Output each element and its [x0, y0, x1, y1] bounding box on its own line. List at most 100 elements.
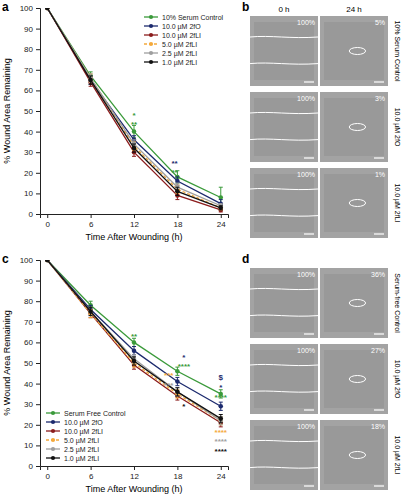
- series-line: [47, 8, 221, 208]
- y-tick-label: 100: [20, 256, 34, 265]
- error-bar: [175, 390, 179, 398]
- y-tick-label: 100: [20, 4, 34, 13]
- scale-bar: [374, 81, 384, 82]
- significance-annotation: ***: [164, 381, 174, 390]
- column-header: 0 h: [278, 5, 289, 14]
- y-tick-label: 90: [24, 277, 33, 286]
- micrograph-image: [250, 344, 318, 414]
- micrograph: 100%: [250, 420, 318, 490]
- micrograph: 100%: [250, 344, 318, 414]
- x-axis-title: Time After Wounding (h): [85, 232, 182, 242]
- legend-item: 10% Serum Control: [144, 14, 224, 21]
- y-tick-label: 40: [24, 128, 33, 137]
- scale-bar: [374, 409, 384, 410]
- error-bar: [219, 206, 223, 210]
- point: [219, 206, 224, 211]
- significance-annotation: *: [182, 353, 186, 362]
- data-marks: [45, 8, 223, 212]
- wound-edge: [250, 391, 318, 392]
- micrograph-image: [250, 16, 318, 86]
- remaining-area-label: 100%: [297, 423, 315, 430]
- remaining-area-label: 27%: [371, 347, 385, 354]
- significance-annotation: *: [182, 402, 186, 411]
- point: [45, 8, 50, 10]
- y-tick: 60: [24, 86, 40, 95]
- y-tick-mark: [36, 70, 40, 71]
- legend-marker: [51, 438, 55, 442]
- micrograph-texture: [324, 426, 384, 484]
- micrograph: 18%: [320, 420, 388, 490]
- x-tick: 24: [217, 466, 226, 481]
- panel-label: a: [2, 0, 9, 14]
- y-axis: 0102030405060708090100: [20, 256, 41, 471]
- scale-bar: [304, 485, 314, 486]
- x-tick-label: 12: [130, 220, 139, 229]
- x-tick-label: 0: [46, 220, 51, 229]
- y-tick-label: 0: [29, 462, 34, 471]
- micrograph-image: [250, 92, 318, 162]
- remaining-area-label: 3%: [375, 95, 385, 102]
- micrograph-texture: [254, 350, 314, 408]
- x-axis-line: [41, 467, 229, 471]
- y-tick-label: 40: [24, 380, 33, 389]
- y-tick: 0: [29, 210, 40, 219]
- column-header: 24 h: [346, 5, 362, 14]
- y-tick-mark: [36, 301, 40, 302]
- error-bar: [175, 388, 179, 396]
- y-tick-mark: [36, 111, 40, 112]
- y-tick: 30: [24, 400, 40, 409]
- y-tick: 40: [24, 128, 40, 137]
- micrograph: 3%: [320, 92, 388, 162]
- row-label: 10.0 µM 2fLI: [393, 183, 401, 222]
- wound-edge: [250, 112, 318, 113]
- micrograph-texture: [324, 174, 384, 232]
- micrograph-image: [320, 344, 388, 414]
- y-tick-label: 30: [24, 400, 33, 409]
- micrograph: 100%: [250, 268, 318, 338]
- wound-edge: [349, 376, 365, 383]
- point: [88, 309, 93, 314]
- legend-marker: [149, 42, 153, 46]
- y-axis-line: [36, 261, 41, 467]
- error-bar: [132, 144, 136, 152]
- micrograph-texture: [254, 98, 314, 156]
- figure: a061218240102030405060708090100Time Afte…: [0, 0, 408, 500]
- point: [175, 189, 180, 194]
- series-line: [47, 8, 221, 198]
- error-bar: [219, 417, 223, 425]
- y-tick: 80: [24, 45, 40, 54]
- row-label: 10% Serum Control: [394, 20, 401, 82]
- wound-edge: [349, 200, 365, 207]
- point: [219, 206, 224, 211]
- y-tick-mark: [36, 214, 40, 215]
- x-tick-mark: [221, 466, 222, 470]
- y-tick-mark: [36, 90, 40, 91]
- x-tick-label: 0: [46, 472, 51, 481]
- x-tick-label: 6: [89, 220, 94, 229]
- legend: Serum Free Control10.0 µM 2fO10.0 µM 2fL…: [46, 410, 126, 463]
- legend-label: 10.0 µM 2fO: [64, 419, 103, 427]
- wound-edge: [250, 188, 318, 189]
- legend-label: 10.0 µM 2fLI: [162, 32, 201, 40]
- y-tick-label: 10: [24, 189, 33, 198]
- legend-item: 1.0 µM 2fLI: [46, 455, 99, 463]
- row-label: 10.0 µM 2fLI: [393, 435, 401, 474]
- micrograph-texture: [324, 98, 384, 156]
- x-tick: 0: [46, 214, 51, 229]
- legend-marker: [149, 60, 153, 64]
- x-tick-mark: [177, 466, 178, 470]
- y-tick-label: 20: [24, 421, 33, 430]
- scale-bar: [374, 333, 384, 334]
- legend-item: 10.0 µM 2fLI: [46, 428, 103, 436]
- wound-edge: [349, 452, 365, 459]
- x-tick: 18: [173, 466, 182, 481]
- plot: 061218240102030405060708090100Time After…: [2, 256, 229, 494]
- micrograph-image: [320, 420, 388, 490]
- y-tick: 30: [24, 148, 40, 157]
- x-tick-label: 18: [173, 220, 182, 229]
- point: [175, 379, 180, 384]
- significance-annotation: *: [219, 383, 223, 392]
- plot: 061218240102030405060708090100Time After…: [2, 4, 229, 242]
- remaining-area-label: 100%: [297, 95, 315, 102]
- significance-annotation: **: [131, 332, 138, 341]
